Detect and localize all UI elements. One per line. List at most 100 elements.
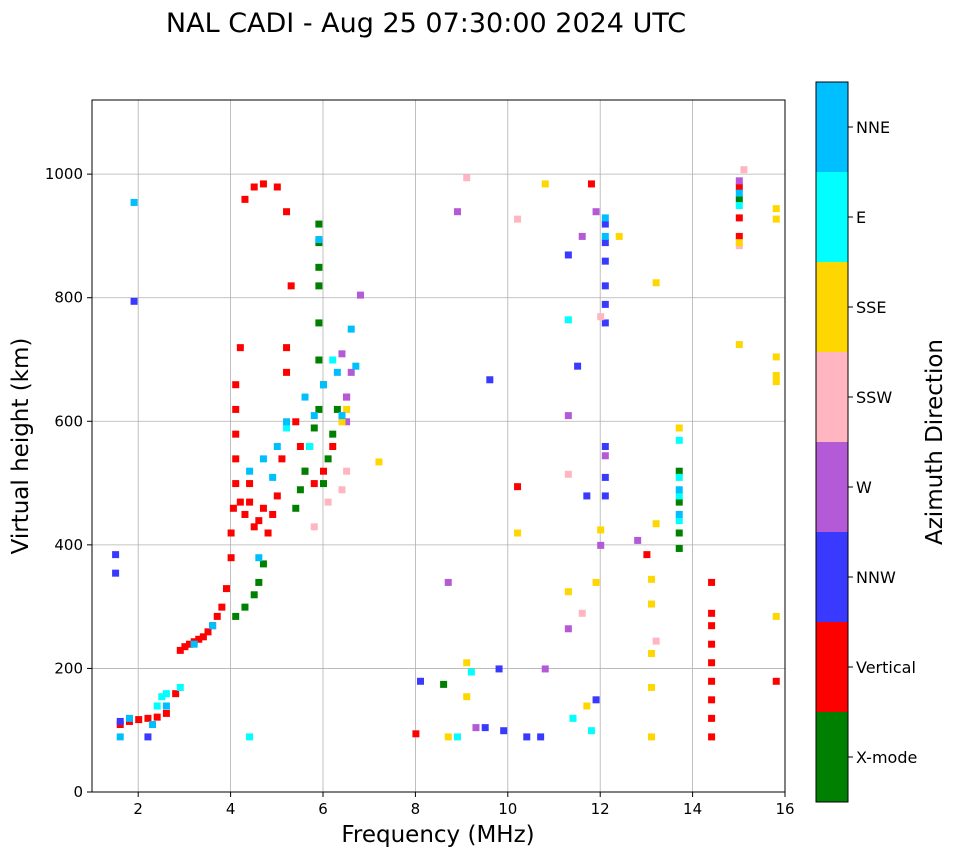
data-point — [601, 300, 609, 308]
data-point — [259, 560, 267, 568]
data-point — [250, 183, 258, 191]
y-axis-label: Virtual height (km) — [8, 338, 34, 555]
x-tick-label: 16 — [775, 800, 794, 818]
data-point — [338, 486, 346, 494]
data-point — [735, 239, 743, 247]
data-point — [162, 690, 170, 698]
data-point — [675, 498, 683, 506]
data-point — [296, 486, 304, 494]
data-point — [708, 696, 716, 704]
data-point — [648, 600, 656, 608]
data-point — [333, 405, 341, 413]
colorbar-segment — [816, 532, 848, 622]
data-point — [675, 436, 683, 444]
data-point — [564, 412, 572, 420]
data-point — [343, 405, 351, 413]
data-point — [259, 504, 267, 512]
data-point — [601, 257, 609, 265]
data-point — [222, 585, 230, 593]
data-point — [601, 220, 609, 228]
x-tick-label: 8 — [411, 800, 421, 818]
data-point — [675, 517, 683, 525]
data-point — [597, 313, 605, 321]
data-point — [232, 612, 240, 620]
data-point — [708, 659, 716, 667]
series-sse — [338, 180, 780, 741]
data-point — [250, 523, 258, 531]
data-point — [273, 492, 281, 500]
data-point — [246, 467, 254, 475]
data-point — [232, 381, 240, 389]
y-tick-label: 1000 — [45, 165, 83, 183]
series-ssw — [310, 166, 748, 645]
data-point — [315, 282, 323, 290]
data-point — [255, 554, 263, 562]
data-point — [708, 578, 716, 586]
data-point — [564, 316, 572, 324]
data-point — [472, 724, 480, 732]
data-point — [259, 455, 267, 463]
x-tick-label: 6 — [318, 800, 328, 818]
data-point — [324, 498, 332, 506]
data-point — [283, 208, 291, 216]
data-point — [675, 486, 683, 494]
data-point — [273, 443, 281, 450]
plot-points — [112, 166, 780, 741]
data-point — [514, 215, 522, 223]
data-point — [310, 523, 318, 531]
data-point — [269, 473, 277, 481]
chart-title: NAL CADI - Aug 25 07:30:00 2024 UTC — [166, 8, 686, 39]
colorbar-label: Azimuth Direction — [922, 339, 948, 545]
data-point — [218, 603, 226, 611]
data-point — [648, 683, 656, 691]
data-point — [708, 733, 716, 741]
data-point — [453, 208, 461, 216]
data-point — [112, 551, 120, 559]
colorbar-tick-label: NNE — [856, 118, 890, 137]
data-point — [564, 470, 572, 478]
data-point — [648, 575, 656, 583]
data-point — [246, 498, 254, 506]
data-point — [195, 635, 203, 643]
data-point — [601, 452, 609, 460]
data-point — [772, 371, 780, 379]
data-point — [597, 526, 605, 534]
data-point — [310, 424, 318, 432]
y-tick-label: 400 — [54, 536, 83, 554]
data-point — [412, 730, 420, 738]
data-point — [232, 430, 240, 438]
data-point — [440, 680, 448, 688]
data-point — [772, 677, 780, 685]
data-point — [597, 541, 605, 549]
data-point — [601, 282, 609, 290]
data-point — [735, 195, 743, 203]
data-point — [463, 174, 471, 182]
data-point — [287, 282, 295, 290]
data-point — [130, 198, 138, 206]
data-point — [601, 239, 609, 247]
data-point — [444, 578, 452, 586]
data-point — [181, 643, 189, 651]
data-point — [375, 458, 383, 466]
data-point — [514, 483, 522, 491]
data-point — [116, 733, 124, 741]
data-point — [338, 418, 346, 426]
data-point — [583, 492, 591, 500]
data-point — [162, 702, 170, 710]
series-w — [338, 177, 743, 732]
data-point — [324, 455, 332, 463]
data-point — [236, 498, 244, 506]
data-point — [329, 443, 337, 450]
data-point — [463, 693, 471, 701]
data-point — [541, 665, 549, 673]
colorbar-segment — [816, 352, 848, 442]
data-point — [241, 603, 249, 611]
data-point — [708, 714, 716, 722]
data-point — [564, 625, 572, 633]
data-point — [500, 727, 508, 735]
data-point — [648, 649, 656, 657]
plot-frame — [91, 99, 786, 793]
data-point — [329, 356, 337, 364]
data-point — [564, 251, 572, 259]
